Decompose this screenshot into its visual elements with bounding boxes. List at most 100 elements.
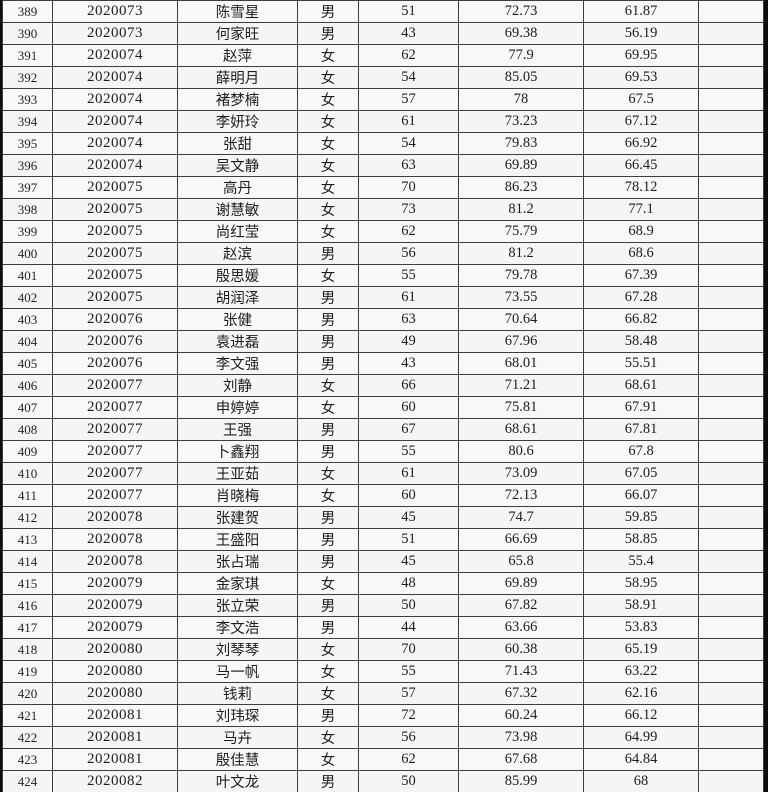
cell-name: 王亚茹 (177, 462, 298, 485)
cell-score_interview: 73.98 (458, 726, 584, 749)
cell-seq: 402 (2, 286, 53, 309)
table-row: 391 2020074 赵萍女 62 77.9 69.95 (2, 44, 764, 67)
cell-name: 卜鑫翔 (177, 440, 298, 463)
cell-code: 2020074 (52, 132, 178, 155)
cell-seq: 421 (2, 704, 53, 727)
cell-seq: 396 (2, 154, 53, 177)
cell-empty (698, 374, 764, 397)
table-row: 412 2020078 张建贺男 45 74.7 59.85 (2, 506, 764, 529)
cell-name: 李文浩 (177, 616, 298, 639)
cell-gender: 男 (297, 0, 359, 23)
table-row: 413 2020078 王盛阳男 51 66.69 58.85 (2, 528, 764, 551)
cell-name: 褚梦楠 (177, 88, 298, 111)
cell-score_total: 67.05 (583, 462, 699, 485)
cell-score_written: 55 (358, 264, 459, 287)
table-row: 422 2020081 马卉女 56 73.98 64.99 (2, 726, 764, 749)
cell-score_interview: 74.7 (458, 506, 584, 529)
cell-empty (698, 726, 764, 749)
cell-code: 2020074 (52, 44, 178, 67)
cell-seq: 413 (2, 528, 53, 551)
cell-score_interview: 86.23 (458, 176, 584, 199)
cell-gender: 男 (297, 330, 359, 353)
cell-score_total: 62.16 (583, 682, 699, 705)
cell-score_written: 55 (358, 660, 459, 683)
cell-seq: 407 (2, 396, 53, 419)
cell-code: 2020075 (52, 198, 178, 221)
cell-gender: 男 (297, 352, 359, 375)
cell-code: 2020081 (52, 748, 178, 771)
cell-seq: 410 (2, 462, 53, 485)
cell-score_total: 58.85 (583, 528, 699, 551)
table-row: 419 2020080 马一帆女 55 71.43 63.22 (2, 660, 764, 683)
cell-seq: 419 (2, 660, 53, 683)
cell-score_total: 63.22 (583, 660, 699, 683)
cell-gender: 女 (297, 462, 359, 485)
cell-code: 2020075 (52, 176, 178, 199)
cell-empty (698, 440, 764, 463)
cell-empty (698, 308, 764, 331)
cell-name: 李妍玲 (177, 110, 298, 133)
cell-code: 2020076 (52, 330, 178, 353)
cell-name: 申婷婷 (177, 396, 298, 419)
cell-seq: 416 (2, 594, 53, 617)
cell-gender: 女 (297, 44, 359, 67)
cell-gender: 男 (297, 770, 359, 792)
cell-score_interview: 81.2 (458, 242, 584, 265)
table-row: 399 2020075 尚红莹女 62 75.79 68.9 (2, 220, 764, 243)
cell-code: 2020076 (52, 352, 178, 375)
cell-gender: 女 (297, 110, 359, 133)
cell-gender: 男 (297, 242, 359, 265)
cell-score_interview: 63.66 (458, 616, 584, 639)
cell-score_written: 60 (358, 396, 459, 419)
cell-score_interview: 73.09 (458, 462, 584, 485)
cell-score_written: 44 (358, 616, 459, 639)
cell-empty (698, 22, 764, 45)
cell-code: 2020082 (52, 770, 178, 792)
cell-seq: 418 (2, 638, 53, 661)
cell-code: 2020081 (52, 726, 178, 749)
table-row: 397 2020075 高丹女 70 86.23 78.12 (2, 176, 764, 199)
cell-score_written: 55 (358, 440, 459, 463)
cell-seq: 393 (2, 88, 53, 111)
cell-empty (698, 176, 764, 199)
cell-score_interview: 67.68 (458, 748, 584, 771)
cell-empty (698, 660, 764, 683)
cell-score_total: 77.1 (583, 198, 699, 221)
cell-score_total: 66.82 (583, 308, 699, 331)
table-row: 392 2020074 薛明月女 54 85.05 69.53 (2, 66, 764, 89)
cell-seq: 398 (2, 198, 53, 221)
cell-gender: 男 (297, 616, 359, 639)
table-row: 416 2020079 张立荣男 50 67.82 58.91 (2, 594, 764, 617)
cell-gender: 女 (297, 220, 359, 243)
cell-code: 2020077 (52, 374, 178, 397)
cell-score_written: 51 (358, 528, 459, 551)
table-row: 415 2020079 金家琪女 48 69.89 58.95 (2, 572, 764, 595)
table-row: 421 2020081 刘玮琛男 72 60.24 66.12 (2, 704, 764, 727)
cell-score_written: 62 (358, 220, 459, 243)
cell-seq: 399 (2, 220, 53, 243)
cell-score_total: 69.53 (583, 66, 699, 89)
cell-name: 谢慧敏 (177, 198, 298, 221)
cell-seq: 412 (2, 506, 53, 529)
cell-empty (698, 330, 764, 353)
cell-score_total: 66.92 (583, 132, 699, 155)
table-row: 404 2020076 袁进磊男 49 67.96 58.48 (2, 330, 764, 353)
table-row: 396 2020074 吴文静女 63 69.89 66.45 (2, 154, 764, 177)
cell-name: 马卉 (177, 726, 298, 749)
cell-name: 李文强 (177, 352, 298, 375)
cell-score_written: 57 (358, 682, 459, 705)
cell-gender: 女 (297, 748, 359, 771)
cell-seq: 406 (2, 374, 53, 397)
table-row: 424 2020082 叶文龙男 50 85.99 68 (2, 770, 764, 792)
cell-name: 叶文龙 (177, 770, 298, 792)
cell-seq: 423 (2, 748, 53, 771)
table-row: 418 2020080 刘琴琴女 70 60.38 65.19 (2, 638, 764, 661)
cell-gender: 女 (297, 374, 359, 397)
cell-empty (698, 220, 764, 243)
cell-gender: 男 (297, 594, 359, 617)
cell-score_total: 68 (583, 770, 699, 792)
cell-gender: 男 (297, 22, 359, 45)
cell-score_total: 55.51 (583, 352, 699, 375)
